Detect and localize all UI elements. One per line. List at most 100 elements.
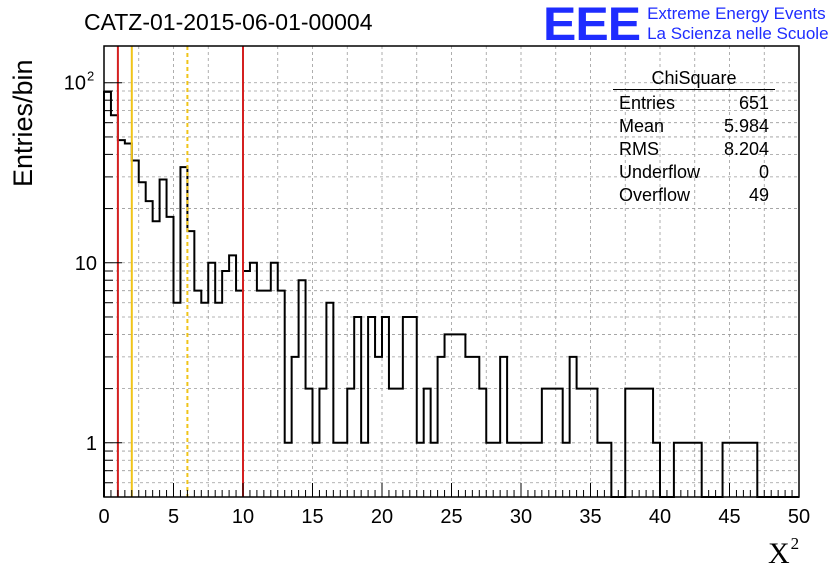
histogram-bin — [208, 263, 215, 497]
histogram-bin — [542, 389, 549, 497]
histogram-bin — [187, 231, 194, 497]
histogram-bin — [625, 389, 632, 497]
stats-title: ChiSquare — [613, 67, 775, 90]
histogram-bin — [674, 443, 681, 497]
x-tick-label: 0 — [98, 506, 109, 528]
histogram-bin — [292, 357, 299, 497]
chart-title: CATZ-01-2015-06-01-00004 — [84, 9, 373, 35]
stats-label: RMS — [619, 139, 659, 159]
histogram-bin — [389, 389, 396, 497]
x-tick-label: 25 — [440, 506, 462, 528]
y-tick-label: 1 — [86, 433, 97, 455]
histogram-bin — [146, 201, 153, 497]
y-tick-label: 10 — [75, 253, 97, 275]
histogram-bin — [194, 291, 201, 497]
histogram-bin — [361, 443, 368, 497]
histogram-bin — [340, 443, 347, 497]
histogram-bin — [243, 271, 250, 497]
x-axis-label-base: X — [768, 537, 790, 570]
threshold-lines — [116, 46, 244, 497]
histogram-bin — [514, 443, 521, 497]
stats-row-entries: Entries 651 — [609, 92, 779, 115]
histogram-bin — [438, 357, 445, 497]
histogram-bin — [215, 303, 222, 497]
histogram-bin — [306, 389, 313, 497]
histogram-bin — [139, 182, 146, 497]
x-tick-label: 5 — [168, 506, 179, 528]
histogram-bin — [445, 334, 452, 497]
stats-value: 651 — [738, 93, 769, 113]
histogram-bin — [507, 443, 514, 497]
histogram-bin — [597, 443, 604, 497]
stats-label: Mean — [619, 116, 665, 136]
histogram-bin — [584, 389, 591, 497]
histogram-bin — [201, 303, 208, 497]
histogram-bin — [278, 291, 285, 497]
stats-value: 0 — [758, 162, 769, 182]
histogram-bin — [125, 143, 132, 497]
histogram-bin — [750, 443, 757, 497]
histogram-bin — [326, 303, 333, 497]
stats-label: Underflow — [619, 162, 701, 182]
histogram-bin — [563, 443, 570, 497]
x-tick-label: 50 — [788, 506, 810, 528]
histogram-bin — [132, 160, 139, 497]
stats-value: 49 — [748, 185, 769, 205]
x-axis-ticks: 0 5 10 15 20 25 30 35 40 45 50 — [98, 483, 810, 528]
histogram-bin — [695, 443, 702, 497]
eee-logo-mark: EEE — [543, 0, 641, 51]
stats-row-mean: Mean 5.984 — [609, 115, 779, 138]
x-tick-label: 40 — [649, 506, 671, 528]
histogram-bin — [521, 443, 528, 497]
eee-logo: EEE Extreme Energy Events La Scienza nel… — [543, 0, 829, 51]
histogram-bin — [417, 443, 424, 497]
histogram-bin — [382, 317, 389, 497]
histogram-bin — [236, 291, 243, 497]
histogram-bin — [250, 263, 257, 497]
histogram-bin — [111, 115, 118, 497]
histogram-bin — [486, 443, 493, 497]
y-tick-superscript: 2 — [87, 69, 94, 84]
stats-row-overflow: Overflow 49 — [609, 184, 779, 207]
histogram-bin — [465, 357, 472, 497]
histogram-bin — [424, 389, 431, 497]
histogram-bin — [180, 167, 187, 497]
x-tick-label: 45 — [718, 506, 740, 528]
histogram-bin — [271, 263, 278, 497]
histogram-bin — [160, 180, 167, 497]
x-tick-label: 15 — [301, 506, 323, 528]
histogram-bin — [104, 92, 111, 497]
histogram-bin — [264, 291, 271, 497]
histogram-bin — [431, 443, 438, 497]
histogram-bin — [632, 389, 639, 497]
histogram-bin — [500, 357, 507, 497]
histogram-bin — [333, 443, 340, 497]
histogram-bin — [472, 357, 479, 497]
logo-line-1: Extreme Energy Events — [647, 4, 826, 23]
histogram-bin — [570, 357, 577, 497]
histogram-bin — [452, 334, 459, 497]
histogram-bin — [639, 389, 646, 497]
histogram-bin — [347, 389, 354, 497]
y-axis-label: Entries/bin — [8, 59, 38, 187]
histogram-bin — [153, 221, 160, 497]
stats-value: 8.204 — [723, 139, 769, 159]
histogram-bin — [375, 357, 382, 497]
histogram-bin — [118, 140, 125, 497]
histogram-bin — [257, 291, 264, 497]
histogram-bin — [174, 303, 181, 497]
histogram-bin — [730, 443, 737, 497]
histogram-bin — [653, 443, 660, 497]
logo-line-2: La Scienza nelle Scuole — [647, 24, 829, 43]
stats-row-rms: RMS 8.204 — [609, 138, 779, 161]
histogram-bin — [591, 389, 598, 497]
histogram-bin — [410, 317, 417, 497]
histogram-bin — [743, 443, 750, 497]
x-axis-label-superscript: 2 — [790, 534, 800, 553]
histogram-bin — [556, 389, 563, 497]
histogram-bin — [222, 271, 229, 497]
histogram-bin — [493, 443, 500, 497]
histogram-bin — [479, 389, 486, 497]
